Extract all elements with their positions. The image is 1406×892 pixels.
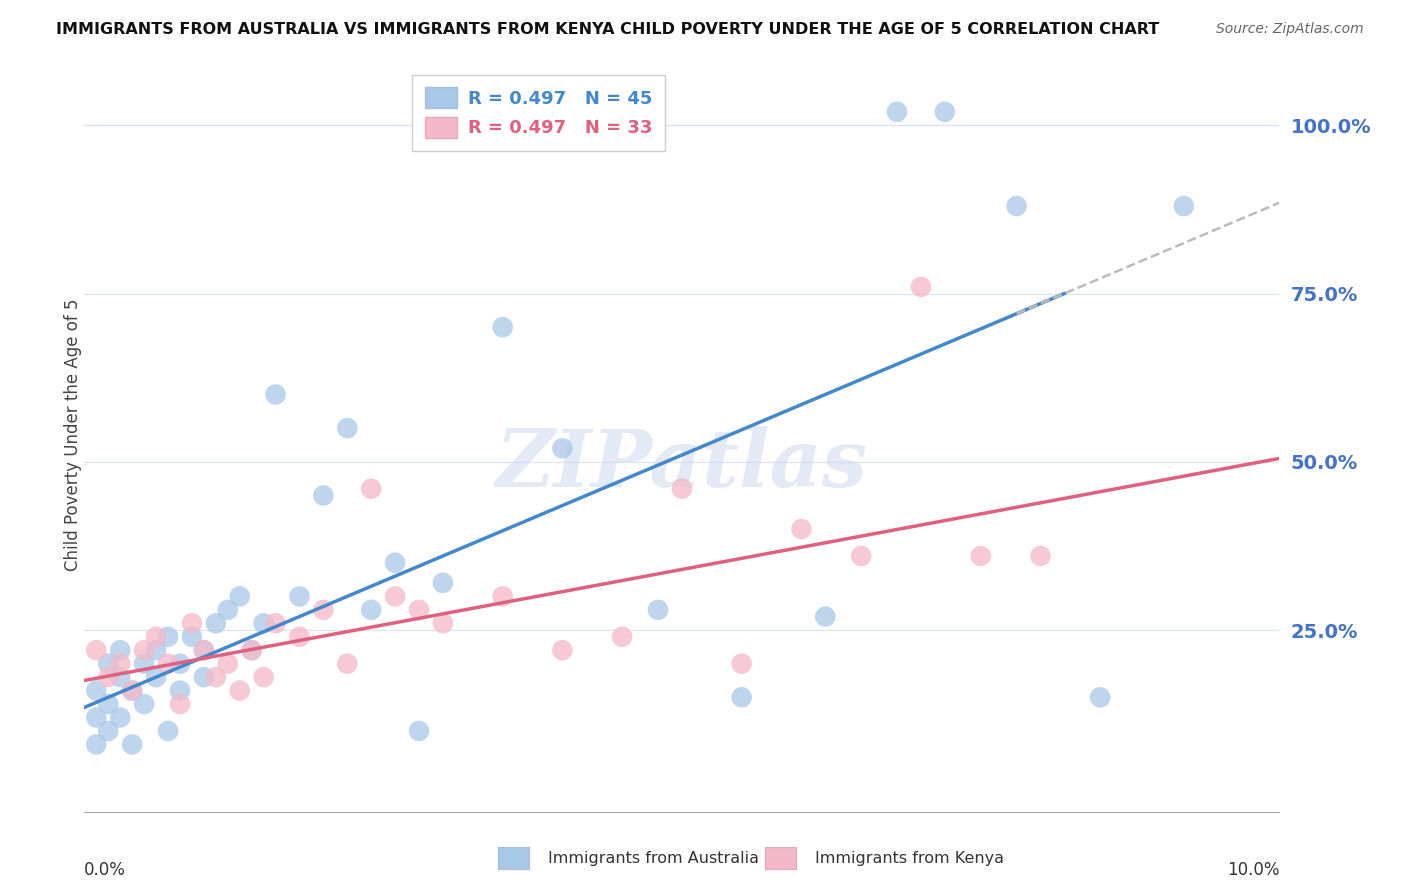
Point — [264, 616, 287, 631]
Point — [97, 670, 120, 684]
Point — [408, 603, 430, 617]
Point — [1173, 199, 1195, 213]
Y-axis label: Child Poverty Under the Age of 5: Child Poverty Under the Age of 5 — [65, 299, 82, 571]
Point — [360, 603, 382, 617]
Point — [169, 657, 191, 671]
Point — [384, 590, 406, 604]
Text: Source: ZipAtlas.com: Source: ZipAtlas.com — [1216, 22, 1364, 37]
Point — [492, 590, 515, 604]
Point — [145, 630, 167, 644]
Legend: R = 0.497   N = 45, R = 0.497   N = 33: R = 0.497 N = 45, R = 0.497 N = 33 — [412, 75, 665, 151]
Point — [384, 556, 406, 570]
Point — [181, 630, 204, 644]
Point — [228, 590, 252, 604]
Point — [253, 616, 276, 631]
Point — [193, 643, 215, 657]
Point — [86, 738, 108, 752]
Point — [121, 683, 143, 698]
Point — [288, 630, 311, 644]
Point — [432, 616, 454, 631]
Point — [934, 104, 956, 119]
Point — [97, 697, 120, 711]
Point — [157, 630, 180, 644]
Point — [97, 657, 120, 671]
Point — [790, 522, 813, 536]
Point — [157, 723, 180, 738]
Point — [432, 575, 454, 590]
Point — [288, 590, 311, 604]
Point — [1005, 199, 1028, 213]
Point — [264, 387, 287, 401]
Point — [671, 482, 693, 496]
Point — [110, 643, 132, 657]
Point — [86, 683, 108, 698]
Text: IMMIGRANTS FROM AUSTRALIA VS IMMIGRANTS FROM KENYA CHILD POVERTY UNDER THE AGE O: IMMIGRANTS FROM AUSTRALIA VS IMMIGRANTS … — [56, 22, 1160, 37]
Point — [240, 643, 263, 657]
Point — [145, 643, 167, 657]
Point — [228, 683, 252, 698]
Point — [731, 657, 754, 671]
Point — [336, 657, 359, 671]
Point — [86, 643, 108, 657]
Point — [360, 482, 382, 496]
Point — [1090, 690, 1112, 705]
Point — [910, 280, 932, 294]
Point — [551, 643, 574, 657]
Point — [132, 657, 156, 671]
Point — [612, 630, 634, 644]
Point — [169, 697, 191, 711]
Point — [205, 616, 228, 631]
Point — [253, 670, 276, 684]
Text: 0.0%: 0.0% — [84, 861, 127, 879]
Point — [240, 643, 263, 657]
Point — [121, 738, 143, 752]
Point — [132, 697, 156, 711]
Point — [132, 643, 156, 657]
Point — [145, 670, 167, 684]
Point — [193, 670, 215, 684]
Point — [110, 670, 132, 684]
Point — [169, 683, 191, 698]
Point — [814, 609, 837, 624]
Text: Immigrants from Australia: Immigrants from Australia — [548, 851, 759, 865]
Point — [647, 603, 669, 617]
Point — [336, 421, 359, 435]
Point — [312, 488, 335, 502]
Point — [110, 710, 132, 724]
Text: 10.0%: 10.0% — [1227, 861, 1279, 879]
Point — [886, 104, 908, 119]
Point — [110, 657, 132, 671]
Point — [312, 603, 335, 617]
Point — [157, 657, 180, 671]
Point — [731, 690, 754, 705]
Point — [193, 643, 215, 657]
Point — [970, 549, 993, 563]
Text: Immigrants from Kenya: Immigrants from Kenya — [815, 851, 1004, 865]
Point — [551, 442, 574, 456]
Point — [492, 320, 515, 334]
Point — [86, 710, 108, 724]
Point — [205, 670, 228, 684]
Point — [217, 657, 239, 671]
Point — [97, 723, 120, 738]
Point — [181, 616, 204, 631]
Text: ZIPatlas: ZIPatlas — [496, 426, 868, 504]
Point — [408, 723, 430, 738]
Point — [851, 549, 873, 563]
Point — [1029, 549, 1052, 563]
Point — [217, 603, 239, 617]
Point — [121, 683, 143, 698]
